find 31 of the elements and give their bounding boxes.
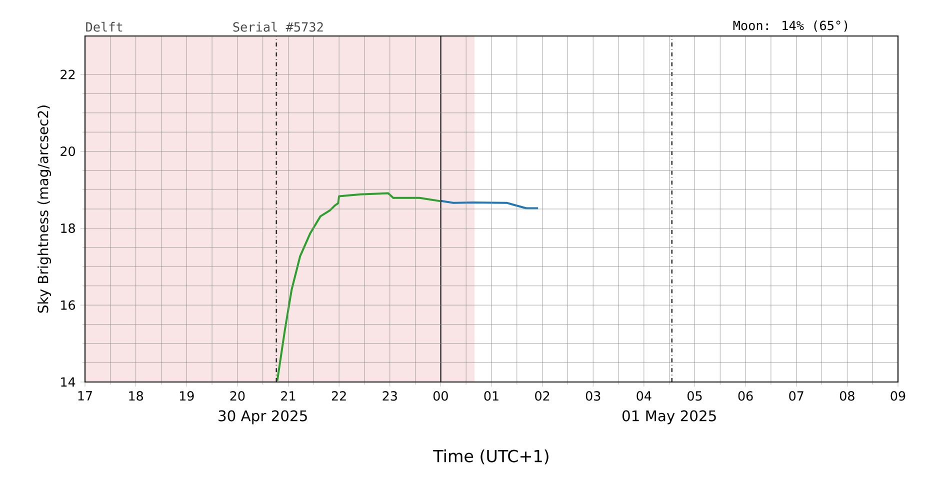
x-tick-label: 18 <box>129 391 144 401</box>
text: 01 May 2025 <box>622 410 716 424</box>
text: Serial #5732 <box>233 22 323 32</box>
text: Delft <box>86 22 122 32</box>
y-tick-label: 22 <box>60 70 75 80</box>
y-tick-label: 20 <box>60 146 75 156</box>
x-tick-label: 03 <box>586 391 600 401</box>
x-tick-label: 19 <box>180 391 194 401</box>
x-tick-label: 05 <box>688 391 702 401</box>
y-tick-label: 14 <box>61 377 76 387</box>
x-tick-label: 00 <box>433 391 448 401</box>
line-series <box>276 192 443 382</box>
x-tick-label: 20 <box>230 391 245 401</box>
x-tick-label: 01 <box>484 391 498 401</box>
text: 30 Apr 2025 <box>218 410 307 424</box>
y-tick-label: 18 <box>61 223 75 234</box>
x-tick-label: 23 <box>382 391 397 401</box>
line-series <box>440 200 540 210</box>
text: Moon: 14% (65°) <box>733 20 848 32</box>
x-tick-label: 09 <box>890 391 906 401</box>
x-tick-label: 06 <box>738 391 753 401</box>
x-tick-label: 02 <box>535 391 550 401</box>
x-tick-label: 08 <box>840 391 854 401</box>
x-tick-label: 17 <box>78 391 92 400</box>
y-axis-title: Sky Brightness (mag/arcsec2) <box>37 106 52 313</box>
x-tick-label: 07 <box>789 391 804 401</box>
x-axis-title: Time (UTC+1) <box>433 449 548 464</box>
x-tick-label: 21 <box>281 391 296 401</box>
y-tick-label: 16 <box>61 300 76 310</box>
x-tick-label: 22 <box>332 391 346 401</box>
x-tick-label: 04 <box>636 391 652 401</box>
